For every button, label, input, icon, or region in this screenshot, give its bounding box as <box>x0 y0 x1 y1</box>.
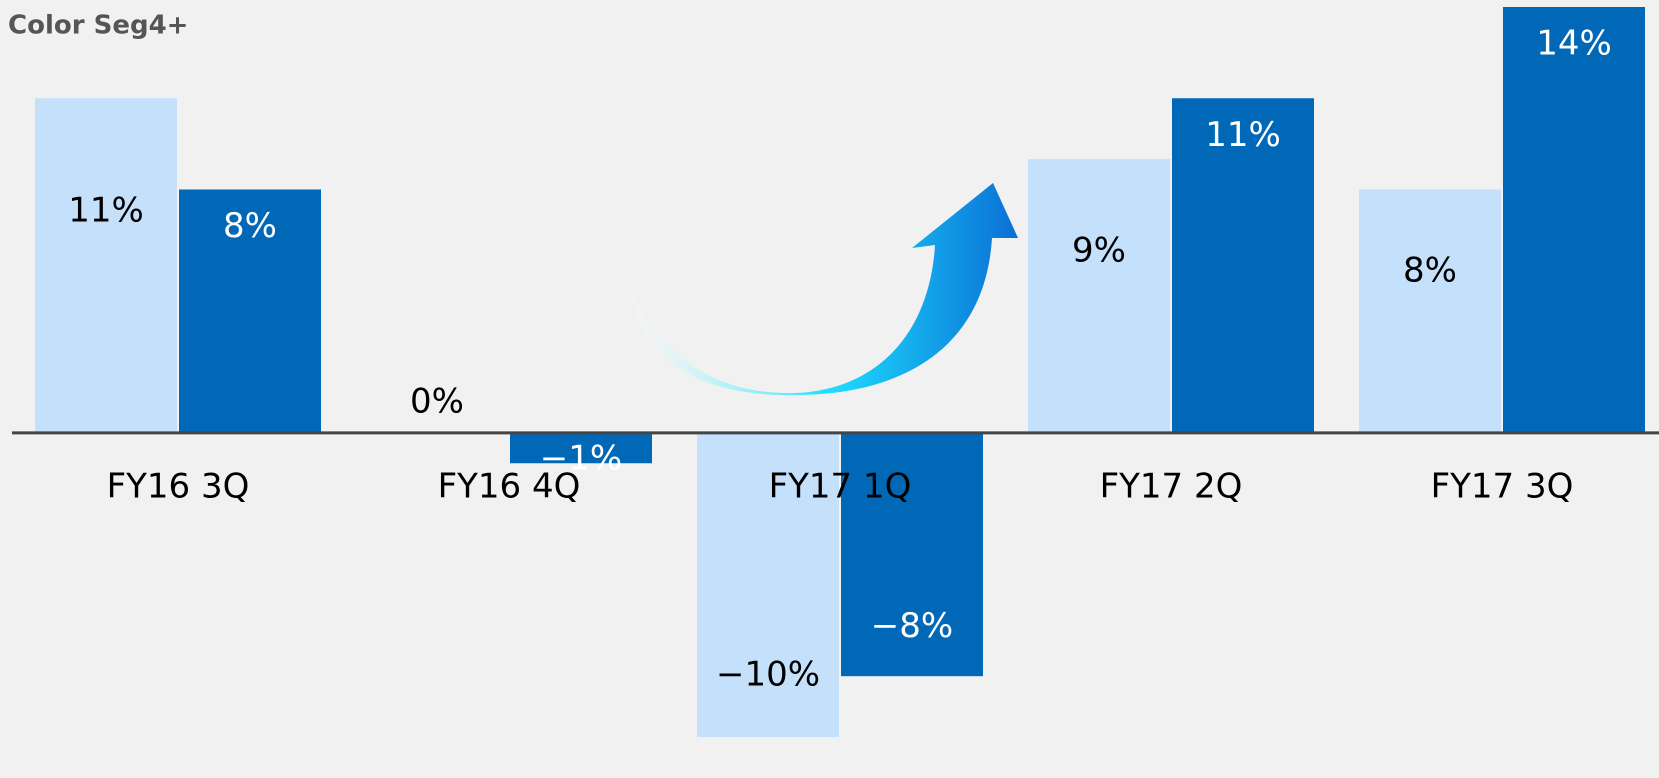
value-label: 9% <box>1072 231 1126 271</box>
x-tick-label: FY16 4Q <box>438 467 581 507</box>
trend-arrow <box>630 183 1018 396</box>
value-label: 11% <box>1205 115 1281 155</box>
bar <box>1503 7 1645 433</box>
value-label: 8% <box>1403 251 1457 291</box>
bar <box>179 189 321 433</box>
bar <box>697 432 839 737</box>
value-label: 14% <box>1536 24 1612 64</box>
value-label: −1% <box>540 439 622 479</box>
bar <box>1028 159 1170 433</box>
x-tick-label: FY17 3Q <box>1431 467 1574 507</box>
bar <box>1359 189 1501 433</box>
value-label: −10% <box>716 655 820 695</box>
value-label: 0% <box>410 381 464 421</box>
chart-title: Color Seg4+ <box>8 11 188 41</box>
value-label: 8% <box>223 206 277 246</box>
bar <box>841 432 983 677</box>
x-tick-label: FY17 1Q <box>769 467 912 507</box>
x-tick-label: FY17 2Q <box>1100 467 1243 507</box>
value-label: −8% <box>871 606 953 646</box>
value-label: 11% <box>68 191 144 231</box>
bar <box>510 432 652 464</box>
bar <box>35 98 177 433</box>
bar <box>1172 98 1314 433</box>
x-tick-label: FY16 3Q <box>107 467 250 507</box>
